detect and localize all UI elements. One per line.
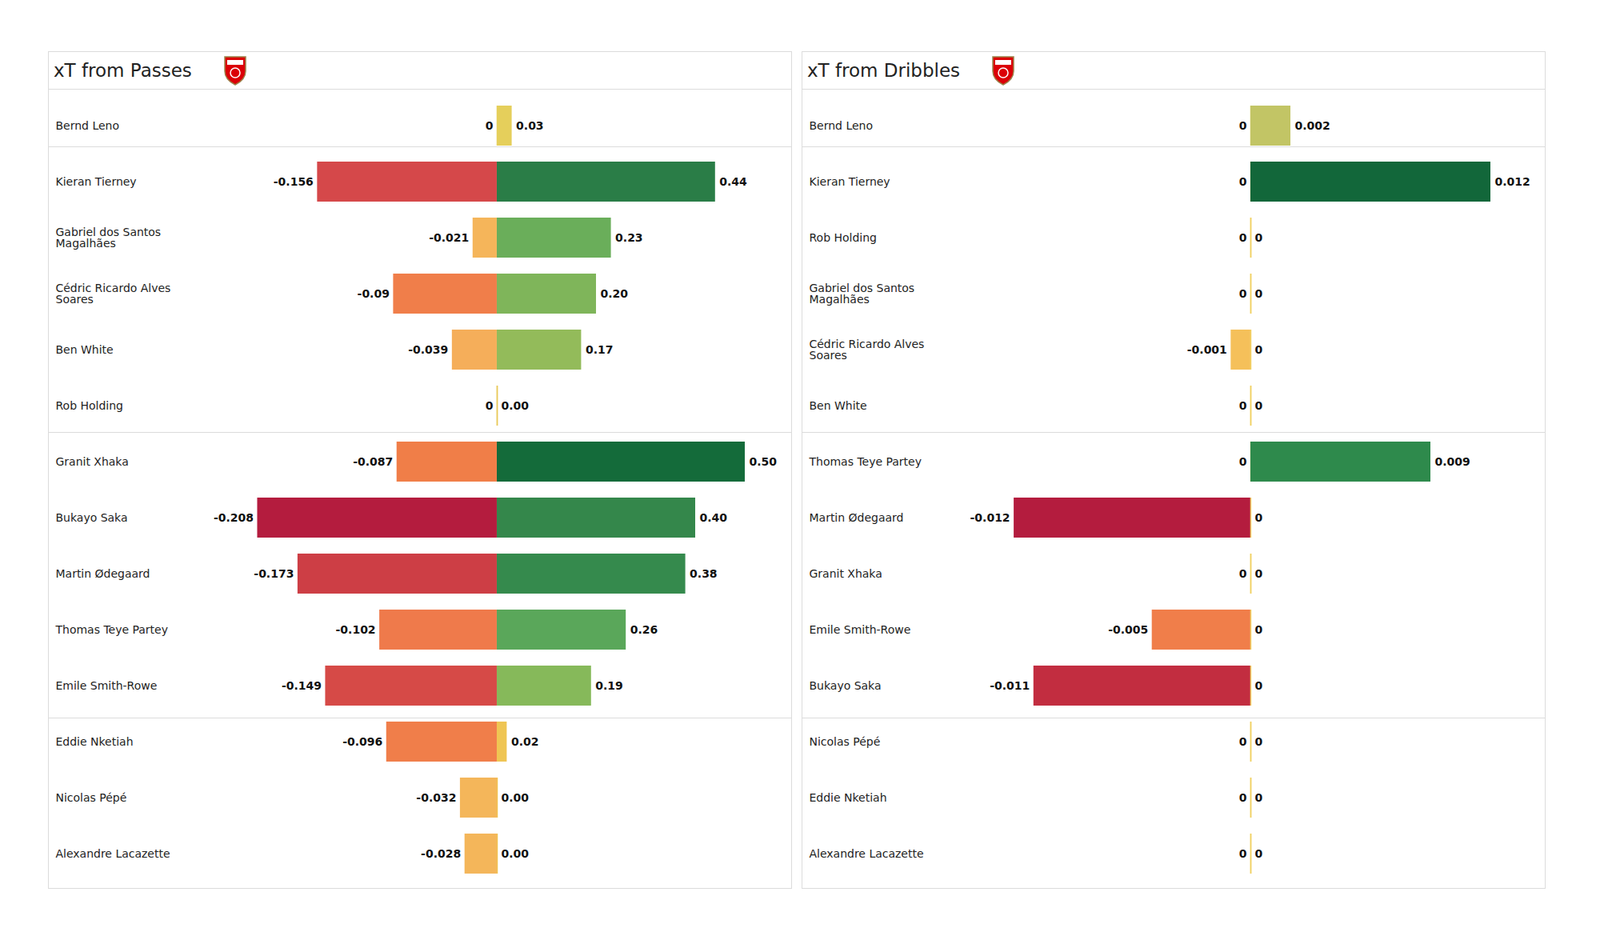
svg-text:Bernd Leno: Bernd Leno: [809, 119, 873, 132]
svg-text:0.38: 0.38: [689, 567, 718, 580]
svg-text:-0.011: -0.011: [989, 679, 1030, 692]
svg-text:Emile Smith-Rowe: Emile Smith-Rowe: [56, 679, 158, 692]
svg-text:0: 0: [1254, 231, 1263, 244]
svg-text:Alexandre Lacazette: Alexandre Lacazette: [809, 847, 924, 860]
svg-text:-0.09: -0.09: [357, 287, 390, 300]
svg-text:Cédric Ricardo AlvesSoares: Cédric Ricardo AlvesSoares: [809, 337, 925, 362]
svg-text:0.00: 0.00: [500, 847, 529, 860]
svg-text:0: 0: [1239, 287, 1248, 300]
svg-text:0.40: 0.40: [699, 511, 728, 524]
svg-text:0: 0: [1254, 567, 1263, 580]
svg-text:Gabriel dos SantosMagalhães: Gabriel dos SantosMagalhães: [56, 225, 162, 250]
svg-text:-0.208: -0.208: [213, 511, 254, 524]
html-text:xT from Passes: xT from Passes: [53, 60, 192, 81]
svg-text:0: 0: [1254, 847, 1263, 860]
svg-text:Kieran Tierney: Kieran Tierney: [56, 175, 137, 188]
svg-text:Bernd Leno: Bernd Leno: [56, 119, 120, 132]
svg-text:0.17: 0.17: [585, 343, 614, 356]
svg-text:Nicolas Pépé: Nicolas Pépé: [56, 791, 128, 804]
svg-text:Bukayo Saka: Bukayo Saka: [809, 679, 882, 692]
svg-text:-0.001: -0.001: [1187, 343, 1228, 356]
svg-text:0: 0: [1254, 399, 1263, 412]
svg-text:Ben White: Ben White: [809, 399, 868, 412]
svg-text:Martin Ødegaard: Martin Ødegaard: [56, 567, 151, 580]
svg-text:Thomas Teye Partey: Thomas Teye Partey: [55, 623, 168, 636]
svg-text:0: 0: [1239, 735, 1248, 748]
svg-text:Eddie Nketiah: Eddie Nketiah: [809, 791, 888, 804]
svg-text:0.02: 0.02: [511, 735, 540, 748]
svg-text:Thomas Teye Partey: Thomas Teye Partey: [808, 455, 922, 468]
svg-text:Ben White: Ben White: [56, 343, 114, 356]
svg-text:0: 0: [1239, 567, 1248, 580]
html-text:xT from Dribbles: xT from Dribbles: [807, 60, 961, 81]
svg-text:-0.012: -0.012: [970, 511, 1011, 524]
svg-text:Bukayo Saka: Bukayo Saka: [56, 511, 128, 524]
svg-text:0.002: 0.002: [1294, 119, 1330, 132]
svg-text:-0.096: -0.096: [342, 735, 383, 748]
svg-text:0: 0: [1239, 455, 1248, 468]
svg-text:-0.028: -0.028: [420, 847, 461, 860]
svg-text:-0.156: -0.156: [273, 175, 314, 188]
svg-text:Rob Holding: Rob Holding: [56, 399, 124, 412]
svg-text:-0.102: -0.102: [336, 623, 376, 636]
svg-text:0.44: 0.44: [719, 175, 748, 188]
svg-text:0.012: 0.012: [1494, 175, 1530, 188]
svg-text:0.20: 0.20: [600, 287, 628, 300]
svg-text:0.009: 0.009: [1434, 455, 1470, 468]
svg-text:-0.032: -0.032: [416, 791, 456, 804]
svg-text:-0.039: -0.039: [408, 343, 448, 356]
svg-text:Alexandre Lacazette: Alexandre Lacazette: [56, 847, 171, 860]
svg-text:0: 0: [1254, 511, 1263, 524]
svg-text:0: 0: [485, 119, 494, 132]
svg-text:0: 0: [1254, 343, 1263, 356]
svg-text:Gabriel dos SantosMagalhães: Gabriel dos SantosMagalhães: [809, 281, 916, 306]
svg-text:Eddie Nketiah: Eddie Nketiah: [56, 735, 134, 748]
svg-text:-0.005: -0.005: [1108, 623, 1148, 636]
svg-text:-0.173: -0.173: [253, 567, 294, 580]
svg-text:Kieran Tierney: Kieran Tierney: [809, 175, 891, 188]
svg-text:0: 0: [1239, 119, 1248, 132]
svg-text:0.03: 0.03: [516, 119, 544, 132]
svg-text:0: 0: [1239, 847, 1248, 860]
svg-text:-0.149: -0.149: [281, 679, 322, 692]
svg-text:0: 0: [1254, 791, 1263, 804]
svg-text:0.19: 0.19: [595, 679, 624, 692]
svg-text:Emile Smith-Rowe: Emile Smith-Rowe: [809, 623, 912, 636]
svg-text:-0.087: -0.087: [352, 455, 393, 468]
svg-text:Granit Xhaka: Granit Xhaka: [809, 567, 883, 580]
svg-text:0.00: 0.00: [500, 399, 529, 412]
svg-text:0: 0: [1239, 791, 1248, 804]
svg-text:Nicolas Pépé: Nicolas Pépé: [809, 735, 881, 748]
svg-text:0: 0: [1239, 175, 1248, 188]
svg-text:-0.021: -0.021: [428, 231, 469, 244]
svg-text:0.00: 0.00: [500, 791, 529, 804]
svg-text:0: 0: [1239, 231, 1248, 244]
svg-text:0: 0: [485, 399, 494, 412]
svg-text:0.26: 0.26: [630, 623, 659, 636]
svg-text:Cédric Ricardo AlvesSoares: Cédric Ricardo AlvesSoares: [56, 281, 172, 306]
svg-text:0: 0: [1254, 287, 1263, 300]
svg-text:0: 0: [1254, 623, 1263, 636]
svg-text:0: 0: [1254, 679, 1263, 692]
svg-text:0.50: 0.50: [748, 455, 777, 468]
svg-text:Martin Ødegaard: Martin Ødegaard: [809, 511, 904, 524]
svg-text:Rob Holding: Rob Holding: [809, 231, 877, 244]
svg-text:0: 0: [1239, 399, 1248, 412]
svg-text:0.23: 0.23: [615, 231, 644, 244]
svg-text:0: 0: [1254, 735, 1263, 748]
svg-text:Granit Xhaka: Granit Xhaka: [56, 455, 129, 468]
